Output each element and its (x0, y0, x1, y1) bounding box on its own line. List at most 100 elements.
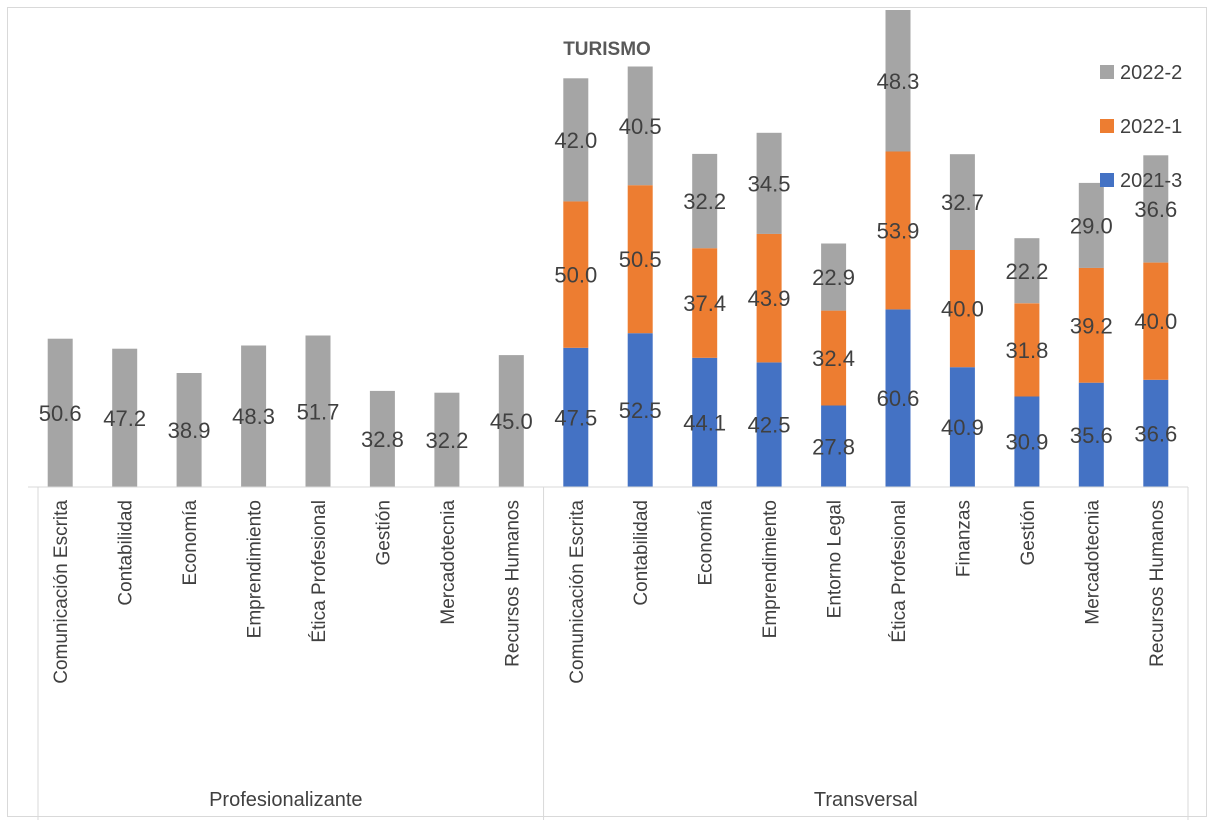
category-tick-label: Emprendimiento (760, 500, 781, 638)
legend-swatch (1100, 119, 1114, 133)
category-tick-label: Entorno Legal (825, 500, 846, 618)
data-label: 42.5 (748, 413, 791, 438)
bar-segment-2022-2-15 (1014, 238, 1040, 304)
category-tick-label: Ética Profesional (889, 500, 910, 643)
data-label: 60.6 (877, 386, 920, 411)
data-label: 37.4 (683, 291, 726, 316)
bar-segment-2021-3-15 (1014, 396, 1040, 487)
chart-title: TURISMO (563, 39, 651, 60)
data-label: 43.9 (748, 286, 791, 311)
data-label: 34.5 (748, 171, 791, 196)
data-label: 50.0 (554, 263, 597, 288)
bar-segment-2021-3-8 (563, 347, 589, 487)
data-label: 52.5 (619, 398, 662, 423)
bar-segment-2022-2-14 (949, 154, 975, 250)
bar-segment-2022-2-2 (176, 373, 202, 487)
data-label: 45.0 (490, 409, 533, 434)
bar-segment-2022-1-16 (1078, 267, 1104, 383)
bar-segment-2021-3-13 (885, 309, 911, 487)
bar-segment-2022-1-15 (1014, 303, 1040, 397)
data-label: 22.9 (812, 265, 855, 290)
bar-segment-2022-1-14 (949, 250, 975, 368)
data-label: 32.2 (425, 428, 468, 453)
legend-swatch (1100, 173, 1114, 187)
bar-segment-2021-3-12 (821, 405, 847, 487)
bar-segment-2022-1-17 (1143, 262, 1169, 380)
data-label: 35.6 (1070, 423, 1113, 448)
data-label: 50.5 (619, 247, 662, 272)
bar-segment-2022-2-17 (1143, 155, 1169, 263)
data-label: 32.2 (683, 189, 726, 214)
bar-segment-2022-1-11 (756, 233, 782, 363)
data-label: 32.8 (361, 427, 404, 452)
data-label: 47.2 (103, 406, 146, 431)
bars-layer (47, 10, 1169, 487)
bar-segment-2022-2-7 (498, 355, 524, 487)
bar-segment-2022-1-9 (627, 185, 653, 334)
data-label: 42.0 (554, 128, 597, 153)
category-tick-label: Mercadotecnia (438, 500, 459, 625)
legend-label: 2021-3 (1120, 170, 1182, 192)
data-labels-layer: 50.6 47.2 38.9 48.3 51.7 32.8 32.2 45.0 47.5 50.0… (39, 69, 1177, 459)
bar-segment-2022-2-5 (369, 390, 395, 487)
data-label: 48.3 (232, 404, 275, 429)
bar-segment-2022-2-8 (563, 78, 589, 202)
data-label: 31.8 (1005, 338, 1048, 363)
bar-segment-2022-1-13 (885, 151, 911, 310)
group-label: Profesionalizante (209, 789, 362, 811)
bar-segment-2022-2-0 (47, 338, 73, 487)
data-label: 36.6 (1134, 421, 1177, 446)
data-label: 47.5 (554, 405, 597, 430)
data-label: 51.7 (297, 399, 340, 424)
data-label: 40.5 (619, 114, 662, 139)
category-tick-label: Contabilidad (116, 500, 137, 606)
bar-segment-2022-2-6 (434, 392, 460, 487)
data-label: 40.9 (941, 415, 984, 440)
bar-segment-2022-2-11 (756, 132, 782, 234)
bar-segment-2021-3-14 (949, 367, 975, 487)
bar-segment-2021-3-16 (1078, 382, 1104, 487)
data-label: 27.8 (812, 434, 855, 459)
legend-label: 2022-1 (1120, 116, 1182, 138)
data-label: 32.4 (812, 346, 855, 371)
bar-segment-2021-3-11 (756, 362, 782, 487)
data-label: 40.0 (941, 297, 984, 322)
data-label: 30.9 (1005, 430, 1048, 455)
bar-segment-2022-1-12 (821, 310, 847, 406)
data-label: 48.3 (877, 69, 920, 94)
bar-segment-2022-2-3 (241, 345, 267, 487)
data-label: 53.9 (877, 219, 920, 244)
category-tick-label: Finanzas (953, 500, 974, 577)
category-tick-label: Contabilidad (631, 500, 652, 606)
category-tick-label: Comunicación Escrita (51, 500, 72, 684)
bar-segment-2022-2-1 (112, 348, 138, 487)
group-label: Transversal (814, 789, 918, 811)
legend: 2022-2 2022-1 2021-3 (1100, 62, 1182, 192)
category-tick-label: Gestión (1018, 500, 1039, 565)
category-tick-label: Recursos Humanos (502, 500, 523, 667)
legend-swatch (1100, 65, 1114, 79)
category-tick-label: Economía (180, 500, 201, 586)
category-tick-label: Economía (696, 500, 717, 586)
bar-segment-2022-2-10 (692, 153, 718, 249)
bar-segment-2022-1-10 (692, 248, 718, 358)
bar-segment-2021-3-17 (1143, 379, 1169, 487)
bar-segment-2021-3-9 (627, 333, 653, 487)
category-tick-label: Comunicación Escrita (567, 500, 588, 684)
bar-segment-2022-2-9 (627, 66, 653, 186)
data-label: 22.2 (1005, 259, 1048, 284)
data-label: 39.2 (1070, 313, 1113, 338)
category-tick-label: Gestión (373, 500, 394, 565)
bar-segment-2022-2-16 (1078, 182, 1104, 268)
bar-segment-2022-2-12 (821, 243, 847, 311)
category-tick-label: Mercadotecnia (1082, 500, 1103, 625)
chart-frame (7, 7, 1207, 817)
data-label: 44.1 (683, 410, 726, 435)
category-tick-label: Emprendimiento (245, 500, 266, 638)
bar-segment-2022-2-4 (305, 335, 331, 487)
category-axis: Comunicación Escrita Contabilidad Economía… (28, 486, 1189, 820)
category-tick-label: Ética Profesional (309, 500, 330, 643)
data-label: 36.6 (1134, 197, 1177, 222)
category-tick-label: Recursos Humanos (1147, 500, 1168, 667)
